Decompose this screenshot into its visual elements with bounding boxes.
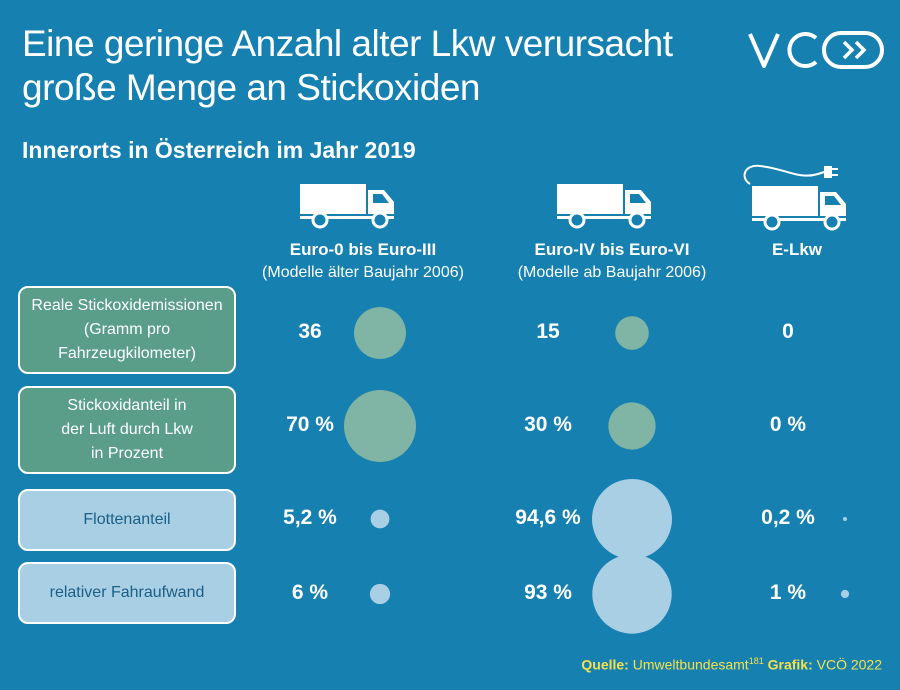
bubble	[370, 509, 390, 529]
truck-icon	[300, 184, 394, 229]
grafik-text: VCÖ 2022	[816, 656, 882, 673]
truck-icon	[557, 184, 651, 229]
column-header-euro-4-6: Euro-IV bis Euro-VI (Modelle ab Baujahr …	[502, 238, 722, 284]
source-text: Umweltbundesamt	[632, 656, 749, 673]
bubble	[608, 402, 656, 450]
value-label: 70 %	[286, 413, 334, 436]
bubble	[592, 479, 672, 559]
column-title: E-Lkw	[771, 240, 823, 259]
bubble	[344, 390, 416, 462]
bubble	[840, 589, 850, 599]
chart-subtitle: Innerorts in Österreich im Jahr 2019	[22, 137, 416, 163]
value-label: 0	[782, 320, 794, 343]
row-label-line: Stickoxidanteil in	[67, 397, 187, 414]
column-header-euro-0-3: Euro-0 bis Euro-III (Modelle älter Bauja…	[248, 238, 478, 284]
value-label: 5,2 %	[283, 506, 337, 529]
source-footnote: 181	[748, 656, 764, 666]
value-label: 1 %	[769, 581, 807, 604]
row-label-flottenanteil: Flottenanteil	[18, 489, 236, 551]
electric-truck-icon	[743, 164, 846, 231]
row-label-line: Flottenanteil	[83, 511, 171, 528]
value-label: 36	[298, 320, 322, 343]
value-label: 0 %	[769, 413, 807, 436]
title-line-2: große Menge an Stickoxiden	[22, 67, 481, 108]
value-label: 94,6 %	[515, 506, 581, 529]
value-label: 30 %	[524, 413, 572, 436]
title-line-1: Eine geringe Anzahl alter Lkw verursacht	[22, 23, 673, 64]
value-label: 0,2 %	[761, 506, 815, 529]
bubble	[615, 316, 649, 350]
value-label: 93 %	[524, 581, 572, 604]
row-label-fahraufwand: relativer Fahraufwand	[18, 562, 236, 624]
row-label-line: der Luft durch Lkw	[61, 421, 193, 438]
row-label-line: relativer Fahraufwand	[49, 584, 205, 601]
bubble	[592, 554, 672, 634]
row-label-stickoxidemissionen: Reale Stickoxidemissionen (Gramm pro Fah…	[18, 286, 236, 374]
column-header-e-lkw: E-Lkw	[752, 238, 842, 262]
row-label-line: (Gramm pro	[83, 321, 171, 338]
bubble	[369, 583, 391, 605]
column-title: Euro-0 bis Euro-III	[289, 240, 437, 259]
row-label-line: Fahrzeugkilometer)	[58, 345, 196, 362]
source-label: Quelle:	[581, 656, 629, 673]
bubble	[843, 517, 847, 521]
row-label-line: in Prozent	[90, 445, 164, 462]
chart-title: Eine geringe Anzahl alter Lkw verursacht…	[22, 22, 702, 110]
vco-logo	[748, 31, 884, 69]
column-subtitle: (Modelle ab Baujahr 2006)	[517, 264, 707, 281]
value-label: 15	[536, 320, 560, 343]
row-label-line: Reale Stickoxidemissionen	[31, 297, 223, 314]
row-label-stickoxidanteil: Stickoxidanteil in der Luft durch Lkw in…	[18, 386, 236, 474]
grafik-label: Grafik:	[767, 656, 813, 673]
source-note: Quelle: Umweltbundesamt181 Grafik: VCÖ 2…	[581, 656, 882, 673]
value-label: 6 %	[291, 581, 329, 604]
column-subtitle: (Modelle älter Baujahr 2006)	[262, 264, 464, 281]
bubble	[354, 307, 406, 359]
column-title: Euro-IV bis Euro-VI	[534, 240, 690, 259]
